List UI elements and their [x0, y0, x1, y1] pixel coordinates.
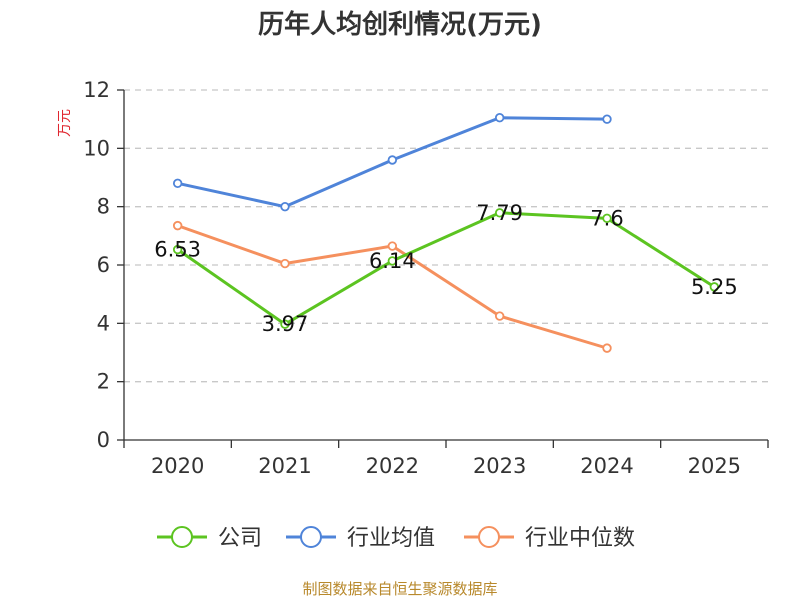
data-point	[172, 220, 183, 231]
y-tick-label: 10	[83, 136, 110, 160]
y-tick-label: 12	[83, 78, 110, 102]
y-tick-label: 4	[97, 311, 110, 335]
data-point	[602, 343, 612, 353]
series-line	[176, 211, 716, 326]
y-tick-label: 0	[97, 428, 110, 452]
legend-item[interactable]: 公司	[157, 526, 262, 551]
data-label: 6.53	[154, 238, 201, 262]
y-axis-unit: 万元	[57, 109, 73, 137]
y-tick-label: 8	[97, 195, 110, 219]
x-tick-label: 2024	[580, 454, 633, 478]
y-tick-label: 2	[97, 370, 110, 394]
data-point	[494, 208, 505, 218]
x-tick-label: 2023	[473, 454, 526, 478]
legend-item[interactable]: 行业均值	[286, 526, 435, 551]
data-label: 6.14	[369, 249, 416, 273]
legend-label: 公司	[218, 526, 262, 551]
data-point	[172, 244, 183, 255]
data-point	[494, 113, 505, 123]
x-tick-label: 2021	[258, 454, 311, 478]
data-point	[172, 178, 183, 189]
axes	[117, 89, 769, 448]
data-label: 7.6	[590, 206, 623, 230]
data-label: 3.97	[262, 312, 309, 336]
legend-swatch-marker	[478, 526, 500, 548]
data-point	[387, 256, 398, 266]
y-tick-labels: 0 2 4 6 8 10 12	[83, 78, 110, 452]
legend-item[interactable]: 行业中位数	[464, 526, 635, 551]
x-tick-labels: 2020 2021 2022 2023 2024 2025	[151, 454, 741, 478]
data-point	[280, 319, 290, 329]
legend-label: 行业中位数	[525, 526, 635, 551]
y-tick-label: 6	[97, 253, 110, 277]
data-point	[387, 155, 398, 165]
data-label: 5.25	[691, 275, 738, 299]
data-point	[387, 241, 398, 251]
data-point	[494, 311, 505, 321]
x-tick-label: 2025	[688, 454, 741, 478]
x-tick-label: 2020	[151, 454, 204, 478]
data-point	[602, 213, 612, 224]
data-point	[602, 114, 612, 124]
legend[interactable]: 公司 行业均值 行业中位数	[157, 526, 635, 551]
legend-label: 行业均值	[347, 526, 435, 551]
data-point	[280, 258, 290, 269]
legend-swatch-marker	[171, 526, 193, 548]
data-point	[709, 282, 720, 292]
x-tick-label: 2022	[366, 454, 419, 478]
chart-title: 历年人均创利情况(万元)	[258, 9, 542, 40]
series-layer	[172, 113, 720, 353]
source-note: 制图数据来自恒生聚源数据库	[302, 580, 497, 598]
data-label: 7.79	[476, 201, 523, 225]
data-point	[280, 201, 290, 212]
data-labels: 6.53 3.97 6.14 7.79 7.6 5.25	[154, 201, 737, 336]
legend-swatch-marker	[300, 526, 322, 548]
grid-lines	[124, 89, 768, 383]
